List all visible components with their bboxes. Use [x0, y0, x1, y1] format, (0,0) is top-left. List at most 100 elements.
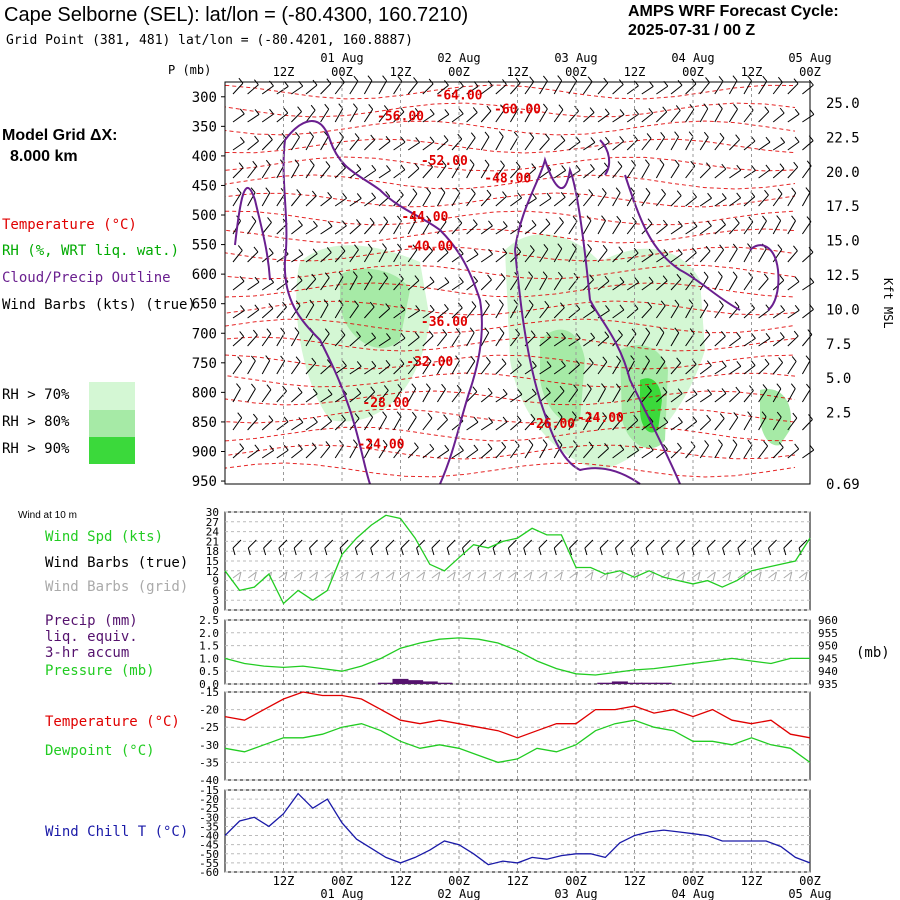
wind-barb-flag [648, 107, 654, 114]
precip-tick-label: 0.0 [199, 678, 219, 691]
grid-wind-barb [615, 571, 624, 579]
wind-barb [466, 164, 475, 179]
wind-barb-flag [660, 356, 666, 362]
wind-barb [626, 113, 639, 123]
temperature-contour [224, 426, 796, 442]
wind-barb-flag [457, 133, 463, 140]
wind-barb [802, 449, 815, 459]
wind-barb-flag [470, 132, 476, 139]
surface-wind-barb [385, 539, 395, 549]
wind-barb-flag [400, 304, 406, 311]
temperature-contour [224, 264, 796, 280]
legend-rh90-label: RH > 90% [2, 441, 70, 457]
wind-barb-flag [557, 243, 563, 249]
wind-barb-flag [473, 249, 479, 255]
wind-barb [437, 282, 450, 291]
wind-barb [539, 276, 548, 291]
wind-barb-flag [706, 360, 712, 366]
wind-barb [232, 336, 244, 347]
wind-barb-flag [499, 327, 505, 334]
wind-barb-flag [325, 441, 331, 447]
wind-barb-flag [455, 159, 461, 166]
wind-barb [714, 393, 727, 403]
wind-barb [583, 142, 596, 151]
wind-barb [422, 388, 431, 403]
surface-wind-barb-flag [783, 547, 787, 556]
wind-barb-flag [311, 442, 317, 449]
legend-pressure: Pressure (mb) [45, 663, 155, 679]
wind-barb-flag [444, 277, 450, 283]
wind-barb [334, 108, 344, 123]
wind-barb-flag [294, 327, 300, 333]
grid-wind-barb-flag [728, 571, 732, 581]
wind-barb-flag [688, 131, 694, 137]
wind-barb [729, 139, 740, 151]
wind-barb-flag [515, 161, 521, 168]
wind-barb [480, 361, 491, 375]
legend-rh80-swatch [89, 410, 135, 437]
surface-wind-barb [324, 539, 334, 549]
temperature-contour-label: -60.00 [494, 102, 541, 117]
wind-barb [728, 276, 738, 291]
wind-barb [670, 447, 682, 459]
wind-barb-flag [412, 244, 418, 251]
wind-barb [772, 81, 783, 95]
wind-barb-flag [777, 76, 783, 83]
height-tick-label: 7.5 [826, 337, 851, 353]
wind-barb-flag [660, 300, 666, 307]
wind-barb [656, 111, 668, 123]
wind-barb [656, 421, 669, 431]
wind-barb [510, 197, 522, 207]
grid-wind-barb-flag [299, 571, 303, 581]
time-tick-label-bottom: 12Z [273, 874, 295, 888]
wind-barb [495, 363, 507, 375]
wind-barb [407, 388, 417, 403]
temperature-contour [224, 462, 796, 478]
wind-barb [641, 306, 653, 319]
wind-barb [480, 422, 493, 431]
panel-tick-label: 945 [818, 652, 838, 665]
dewpoint-line [224, 719, 811, 764]
wind-barb [495, 446, 507, 459]
wind-barb [509, 108, 519, 123]
surface-wind-barb [645, 539, 655, 549]
wind-barb-flag [645, 187, 651, 194]
grid-wind-barb [232, 571, 242, 579]
wind-barb [291, 448, 303, 459]
wind-barb-flag [776, 411, 782, 418]
grid-wind-barb-flag [345, 571, 349, 581]
wind-barb-flag [590, 163, 595, 170]
wind-barb [641, 390, 652, 403]
legend-precip-2: liq. equiv. [45, 629, 138, 645]
wind-barb-flag [396, 411, 402, 417]
wind-barb [582, 220, 592, 235]
wind-barb [612, 388, 621, 403]
wind-barb-flag [561, 360, 566, 367]
wind-barb [597, 388, 606, 403]
wind-barb-flag [794, 304, 800, 311]
wind-barb-flag [734, 217, 740, 224]
pressure-tick-label: 300 [192, 90, 217, 106]
wind-barb [583, 168, 595, 179]
wind-barb-flag [528, 103, 533, 109]
wind-barb [626, 389, 637, 403]
precip-bar [626, 682, 643, 684]
wind-barb-flag [266, 384, 272, 391]
surface-wind-barb-flag [263, 547, 267, 556]
wind-barb-flag [515, 328, 520, 335]
time-tick-label-bottom: 12Z [390, 874, 412, 888]
wind-barb-flag [487, 443, 493, 450]
wind-barb-flag [559, 385, 565, 392]
wind-barb [364, 337, 376, 347]
wind-barb-flag [732, 243, 738, 250]
wind-barb-flag [309, 299, 315, 306]
wind-barb-flag [560, 302, 565, 308]
wind-barb-flag [761, 411, 767, 417]
temperature-contour [224, 102, 796, 118]
wind-barb [363, 417, 374, 431]
wind-barb [422, 309, 435, 319]
wind-barb [407, 193, 418, 207]
surface-wind-barb-flag [247, 547, 251, 556]
wind-barb-flag [383, 105, 389, 111]
wind-barb-flag [237, 356, 243, 363]
